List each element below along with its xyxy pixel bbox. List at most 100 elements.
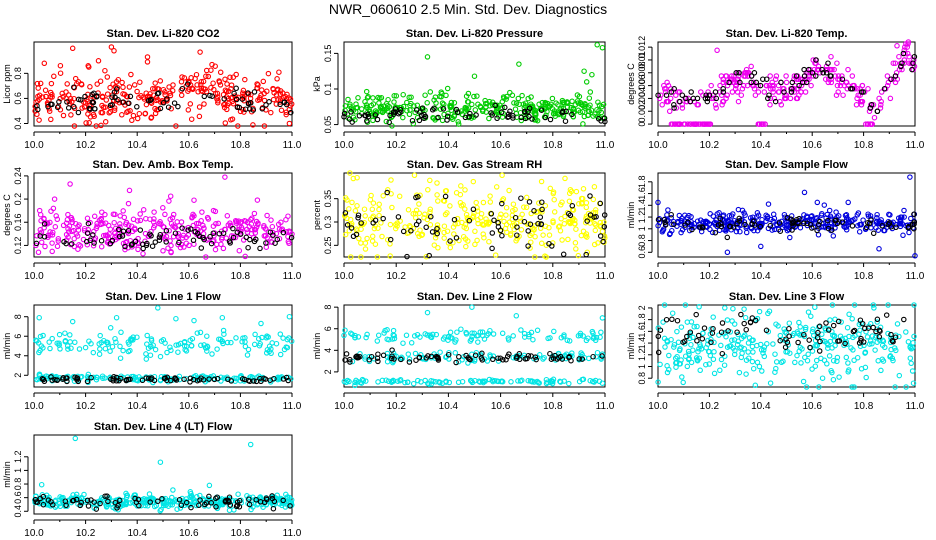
data-point (135, 246, 141, 253)
data-point (211, 376, 218, 383)
data-point (157, 231, 164, 238)
data-point (656, 215, 663, 222)
data-point (575, 252, 582, 259)
data-point (470, 178, 477, 185)
data-point (170, 82, 176, 88)
data-point (242, 339, 248, 345)
data-point (527, 221, 534, 227)
data-point (685, 121, 691, 127)
data-point (354, 174, 360, 181)
y-tick-label: 1 (13, 468, 23, 473)
data-point (559, 237, 565, 243)
data-point (144, 240, 150, 247)
data-point (199, 209, 205, 215)
data-point (107, 109, 114, 115)
data-point (890, 60, 897, 66)
data-point (850, 334, 856, 341)
data-point (869, 333, 876, 339)
data-point (532, 354, 539, 360)
data-point (264, 496, 270, 503)
data-point (387, 253, 393, 259)
data-point (585, 335, 591, 341)
data-point (843, 354, 850, 361)
data-point (473, 199, 479, 206)
data-point (538, 240, 545, 247)
data-point (411, 333, 418, 339)
data-point (265, 70, 272, 77)
data-point (669, 316, 675, 323)
data-point (600, 238, 606, 245)
data-point (499, 232, 505, 239)
data-point (799, 346, 805, 352)
data-point (910, 60, 916, 66)
data-point (208, 240, 215, 247)
data-point (51, 73, 57, 80)
data-point (55, 238, 62, 244)
data-point (504, 229, 510, 236)
data-point (35, 85, 41, 91)
data-point (688, 219, 694, 225)
data-point (188, 342, 195, 349)
data-point (681, 218, 688, 225)
y-tick-label: 1 (637, 364, 647, 369)
data-point (767, 380, 774, 386)
data-point (83, 120, 89, 126)
reference-points (655, 211, 918, 241)
data-point (738, 311, 744, 318)
plot-frame (657, 304, 916, 388)
reference-points (655, 50, 918, 115)
data-point (51, 196, 58, 202)
x-tick-label: 10.2 (76, 401, 96, 412)
data-point (349, 199, 355, 206)
data-point (499, 172, 505, 179)
data-point (540, 232, 546, 238)
data-point (538, 107, 545, 113)
data-point (763, 82, 770, 89)
data-point (283, 111, 289, 118)
x-tick-label: 10.8 (543, 140, 563, 151)
data-point (734, 341, 741, 348)
data-point (160, 205, 166, 211)
data-point (755, 89, 762, 95)
data-point (796, 82, 802, 89)
data-point (734, 329, 740, 335)
data-point (365, 93, 371, 100)
data-point (674, 328, 680, 335)
data-point (413, 107, 420, 113)
data-point (813, 73, 819, 79)
data-point (514, 224, 520, 230)
data-point (85, 371, 92, 378)
data-point (816, 323, 823, 330)
y-tick-label: 0.16 (13, 213, 23, 231)
data-point (828, 79, 835, 86)
data-point (391, 335, 398, 342)
data-point (657, 361, 663, 368)
plot-frame (657, 41, 916, 127)
data-point (697, 367, 703, 374)
data-point (161, 375, 168, 382)
data-point (181, 244, 187, 250)
data-point (441, 223, 448, 229)
data-point (347, 101, 353, 108)
data-point (203, 73, 209, 80)
data-point (687, 98, 694, 105)
data-point (97, 78, 104, 84)
data-point (164, 349, 170, 356)
data-point (547, 185, 554, 192)
data-point (465, 99, 472, 105)
data-point (512, 206, 518, 213)
data-point (750, 337, 756, 343)
data-point (410, 211, 416, 217)
data-point (849, 223, 856, 229)
data-point (98, 238, 105, 244)
data-point (466, 113, 472, 120)
data-point (814, 334, 821, 341)
data-point (47, 229, 53, 235)
data-point (465, 90, 472, 97)
data-point (883, 312, 890, 318)
data-point (75, 223, 81, 230)
data-point (123, 490, 129, 497)
data-point (175, 230, 182, 237)
data-point (782, 344, 789, 350)
data-point (117, 355, 124, 361)
